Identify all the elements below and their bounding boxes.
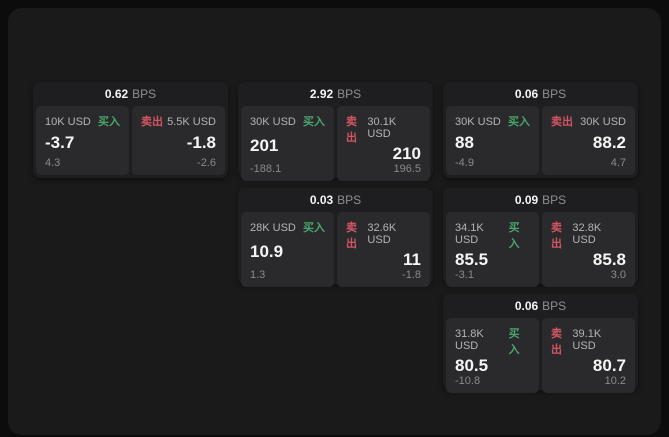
sell-notional: 30.1K USD (367, 116, 397, 140)
buy-notional: 30K USD (455, 116, 501, 128)
buy-notional: 34.1K USD (455, 222, 484, 246)
buy-price: -3.7 (45, 133, 75, 152)
bps-value: 0.06 (514, 87, 539, 101)
sell-price: -1.8 (186, 133, 216, 152)
buy-panel[interactable]: 10K USD 买入 -3.7 4.3 (36, 106, 129, 175)
bps-header: 0.62 BPS (36, 82, 225, 106)
buy-panel[interactable]: 30K USD 买入 88 -4.9 (446, 106, 539, 175)
bps-header: 2.92 BPS (241, 82, 430, 106)
buy-side-label: 买入 (98, 116, 120, 128)
bps-unit: BPS (542, 299, 567, 313)
buy-sub-value: -4.9 (455, 157, 474, 169)
card-body: 31.8K USD 买入 80.5 -10.8 卖出 39.1K USD 80.… (446, 318, 635, 393)
buy-side-label: 买入 (303, 222, 325, 234)
sell-side-label: 卖出 (551, 116, 573, 128)
buy-side-label: 买入 (508, 328, 520, 356)
bps-value: 0.62 (104, 87, 129, 101)
buy-side-label: 买入 (508, 116, 530, 128)
bps-header: 0.03 BPS (241, 188, 430, 212)
quote-card: 0.03 BPS 28K USD 买入 10.9 1.3 卖出 32.6K USD (238, 188, 433, 287)
card-body: 34.1K USD 买入 85.5 -3.1 卖出 32.8K USD 85.8… (446, 212, 635, 287)
buy-notional: 31.8K USD (455, 328, 484, 352)
buy-sub-value: -3.1 (455, 269, 474, 281)
sell-side-label: 卖出 (346, 222, 357, 250)
bps-unit: BPS (132, 87, 157, 101)
sell-side-label: 卖出 (141, 116, 163, 128)
sell-panel[interactable]: 卖出 39.1K USD 80.7 10.2 (542, 318, 635, 393)
sell-sub-value: -2.6 (197, 157, 216, 169)
buy-sub-value: -10.8 (455, 375, 481, 387)
sell-notional: 32.6K USD (367, 222, 397, 246)
sell-sub-value: 4.7 (610, 157, 626, 169)
buy-notional: 10K USD (45, 116, 91, 128)
bps-header: 0.09 BPS (446, 188, 635, 212)
sell-panel[interactable]: 卖出 5.5K USD -1.8 -2.6 (132, 106, 225, 175)
bps-header: 0.06 BPS (446, 82, 635, 106)
quote-card: 0.06 BPS 31.8K USD 买入 80.5 -10.8 卖出 39.1K… (443, 294, 638, 393)
buy-sub-value: 1.3 (250, 269, 266, 281)
sell-notional: 30K USD (580, 116, 626, 128)
buy-price: 80.5 (455, 356, 489, 375)
quote-card: 0.09 BPS 34.1K USD 买入 85.5 -3.1 卖出 32.8K … (443, 188, 638, 287)
sell-notional: 39.1K USD (572, 328, 602, 352)
sell-price: 85.8 (592, 250, 626, 269)
panel-container: 0.62 BPS 10K USD 买入 -3.7 4.3 卖出 5.5K USD (8, 8, 661, 435)
buy-sub-value: 4.3 (45, 157, 61, 169)
sell-panel[interactable]: 卖出 30K USD 88.2 4.7 (542, 106, 635, 175)
buy-notional: 30K USD (250, 116, 296, 128)
card-body: 30K USD 买入 201 -188.1 卖出 30.1K USD 210 1… (241, 106, 430, 181)
buy-panel[interactable]: 28K USD 买入 10.9 1.3 (241, 212, 334, 287)
buy-sub-value: -188.1 (250, 163, 282, 175)
bps-value: 2.92 (309, 87, 334, 101)
quote-card-grid: 0.62 BPS 10K USD 买入 -3.7 4.3 卖出 5.5K USD (33, 82, 638, 393)
sell-price: 88.2 (592, 133, 626, 152)
sell-sub-value: 196.5 (393, 163, 421, 175)
sell-side-label: 卖出 (551, 222, 562, 250)
bps-unit: BPS (542, 87, 567, 101)
bps-value: 0.06 (514, 299, 539, 313)
sell-panel[interactable]: 卖出 30.1K USD 210 196.5 (337, 106, 430, 181)
sell-notional: 5.5K USD (167, 116, 216, 128)
quote-card: 0.62 BPS 10K USD 买入 -3.7 4.3 卖出 5.5K USD (33, 82, 228, 178)
buy-price: 201 (250, 136, 279, 155)
sell-sub-value: 10.2 (604, 375, 626, 387)
bps-unit: BPS (337, 87, 362, 101)
sell-side-label: 卖出 (346, 116, 357, 144)
buy-side-label: 买入 (508, 222, 520, 250)
buy-panel[interactable]: 30K USD 买入 201 -188.1 (241, 106, 334, 181)
sell-panel[interactable]: 卖出 32.6K USD 11 -1.8 (337, 212, 430, 287)
buy-price: 85.5 (455, 250, 489, 269)
sell-sub-value: -1.8 (402, 269, 421, 281)
sell-sub-value: 3.0 (610, 269, 626, 281)
buy-notional: 28K USD (250, 222, 296, 234)
buy-panel[interactable]: 31.8K USD 买入 80.5 -10.8 (446, 318, 539, 393)
card-body: 30K USD 买入 88 -4.9 卖出 30K USD 88.2 4.7 (446, 106, 635, 175)
sell-side-label: 卖出 (551, 328, 562, 356)
bps-header: 0.06 BPS (446, 294, 635, 318)
bps-value: 0.03 (309, 193, 334, 207)
quote-card: 2.92 BPS 30K USD 买入 201 -188.1 卖出 30.1K U… (238, 82, 433, 181)
sell-price: 210 (392, 144, 421, 163)
sell-notional: 32.8K USD (572, 222, 602, 246)
buy-side-label: 买入 (303, 116, 325, 128)
sell-panel[interactable]: 卖出 32.8K USD 85.8 3.0 (542, 212, 635, 287)
buy-price: 88 (455, 133, 474, 152)
buy-panel[interactable]: 34.1K USD 买入 85.5 -3.1 (446, 212, 539, 287)
sell-price: 80.7 (592, 356, 626, 375)
bps-unit: BPS (337, 193, 362, 207)
card-body: 28K USD 买入 10.9 1.3 卖出 32.6K USD 11 -1.8 (241, 212, 430, 287)
sell-price: 11 (403, 250, 421, 269)
quote-card: 0.06 BPS 30K USD 买入 88 -4.9 卖出 30K USD (443, 82, 638, 178)
card-body: 10K USD 买入 -3.7 4.3 卖出 5.5K USD -1.8 -2.… (36, 106, 225, 175)
bps-unit: BPS (542, 193, 567, 207)
buy-price: 10.9 (250, 242, 284, 261)
bps-value: 0.09 (514, 193, 539, 207)
